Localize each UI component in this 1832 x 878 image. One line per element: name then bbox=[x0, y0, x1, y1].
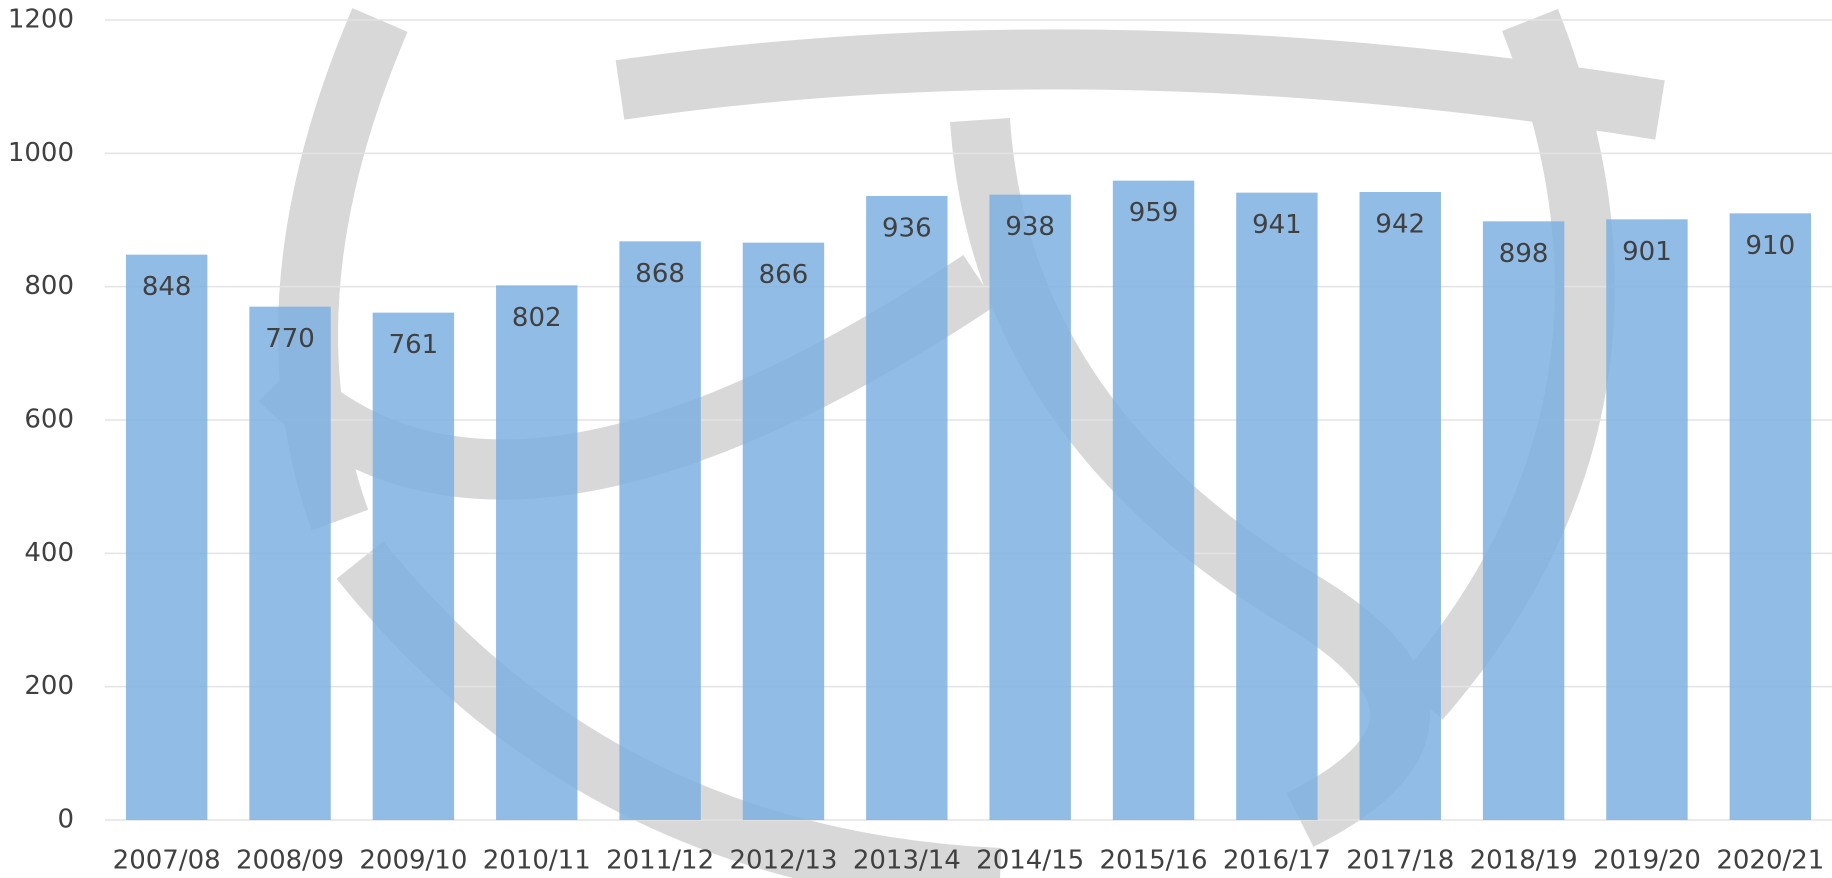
data-label: 941 bbox=[1252, 210, 1302, 240]
x-tick-label: 2007/08 bbox=[113, 846, 221, 876]
bar bbox=[619, 241, 700, 820]
x-tick-label: 2016/17 bbox=[1223, 846, 1331, 876]
y-tick-label: 200 bbox=[24, 671, 74, 701]
bar bbox=[1606, 219, 1687, 820]
watermark bbox=[280, 20, 1660, 878]
x-tick-label: 2013/14 bbox=[853, 846, 961, 876]
data-label: 936 bbox=[882, 214, 932, 244]
x-tick-label: 2019/20 bbox=[1593, 846, 1701, 876]
bar bbox=[866, 196, 947, 820]
x-tick-label: 2020/21 bbox=[1716, 846, 1824, 876]
bar bbox=[126, 255, 207, 820]
data-label: 938 bbox=[1005, 212, 1055, 242]
data-label: 942 bbox=[1375, 210, 1425, 240]
x-tick-label: 2014/15 bbox=[976, 846, 1084, 876]
x-tick-label: 2009/10 bbox=[359, 846, 467, 876]
bar bbox=[249, 307, 330, 820]
x-tick-label: 2011/12 bbox=[606, 846, 714, 876]
x-tick-label: 2017/18 bbox=[1346, 846, 1454, 876]
y-tick-label: 1200 bbox=[8, 5, 74, 35]
bar bbox=[989, 195, 1070, 820]
x-tick-label: 2010/11 bbox=[483, 846, 591, 876]
bar bbox=[373, 313, 454, 820]
data-label: 761 bbox=[389, 330, 439, 360]
data-label: 868 bbox=[635, 259, 685, 289]
bar bbox=[1360, 192, 1441, 820]
bar bbox=[496, 285, 577, 820]
bar bbox=[743, 243, 824, 820]
data-label: 770 bbox=[265, 324, 315, 354]
data-label: 848 bbox=[142, 272, 192, 302]
y-tick-label: 600 bbox=[24, 405, 74, 435]
data-label: 901 bbox=[1622, 237, 1672, 267]
data-label: 910 bbox=[1746, 231, 1796, 261]
x-tick-label: 2015/16 bbox=[1100, 846, 1208, 876]
data-label: 898 bbox=[1499, 239, 1549, 269]
bar bbox=[1236, 193, 1317, 820]
bar bbox=[1730, 213, 1811, 820]
y-tick-label: 1000 bbox=[8, 138, 74, 168]
bar bbox=[1483, 221, 1564, 820]
y-tick-label: 800 bbox=[24, 271, 74, 301]
chart: 0 200 400 600 800 1000 1200 2007/08 848 2008/09 77… bbox=[0, 0, 1832, 878]
x-tick-label: 2008/09 bbox=[236, 846, 344, 876]
y-tick-label: 0 bbox=[57, 805, 74, 835]
bar bbox=[1113, 181, 1194, 820]
data-label: 959 bbox=[1129, 198, 1179, 228]
x-tick-label: 2012/13 bbox=[729, 846, 837, 876]
y-tick-label: 400 bbox=[24, 538, 74, 568]
x-tick-label: 2018/19 bbox=[1470, 846, 1578, 876]
data-label: 802 bbox=[512, 303, 562, 333]
data-label: 866 bbox=[759, 260, 809, 290]
